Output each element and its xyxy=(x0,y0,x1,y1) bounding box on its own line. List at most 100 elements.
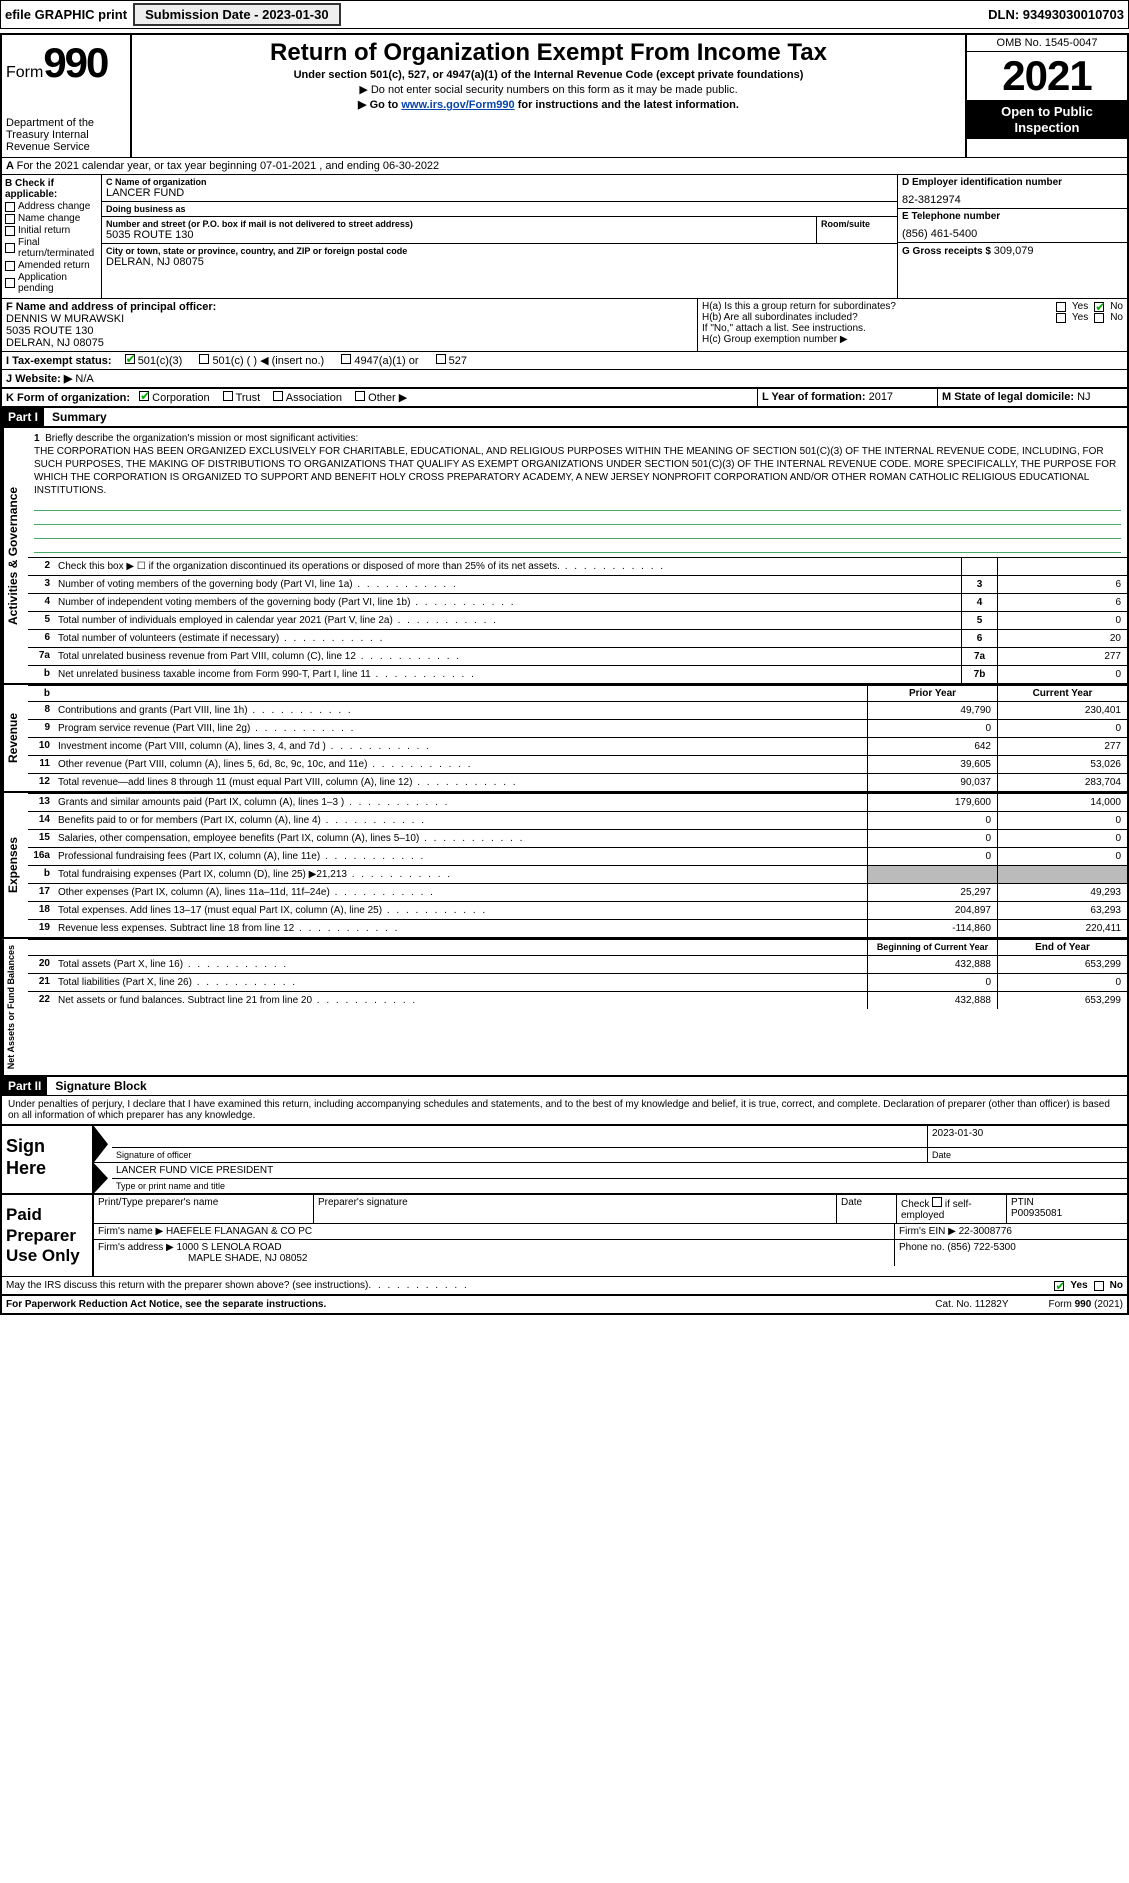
efile-label: efile GRAPHIC print xyxy=(5,7,127,22)
part-I-title: Summary xyxy=(44,408,115,426)
officer-addr2: DELRAN, NJ 08075 xyxy=(6,337,693,349)
opt-other: Other ▶ xyxy=(368,392,407,404)
section-B-checkboxes: B Check if applicable: Address change Na… xyxy=(2,175,102,298)
opt-501c3: 501(c)(3) xyxy=(138,355,183,367)
form-number: 990 xyxy=(43,39,107,86)
Hb-no: No xyxy=(1110,312,1123,323)
chk-final-return[interactable] xyxy=(5,243,15,253)
chk-527[interactable] xyxy=(436,354,446,364)
side-expenses: Expenses xyxy=(2,793,28,937)
line-10: 10Investment income (Part VIII, column (… xyxy=(28,737,1127,755)
firm-ein: 22-3008776 xyxy=(959,1226,1012,1237)
form-header: Form990 Department of the Treasury Inter… xyxy=(2,35,1127,157)
chk-assoc[interactable] xyxy=(273,391,283,401)
line-A-tax-year: A For the 2021 calendar year, or tax yea… xyxy=(2,157,1127,174)
addr-label: Number and street (or P.O. box if mail i… xyxy=(106,219,812,229)
submission-date-button[interactable]: Submission Date - 2023-01-30 xyxy=(133,3,341,26)
chk-self-employed[interactable] xyxy=(932,1197,942,1207)
B-header: B Check if applicable: xyxy=(5,178,98,200)
firm-addr1: 1000 S LENOLA ROAD xyxy=(177,1242,282,1253)
ein-value: 82-3812974 xyxy=(902,194,1123,206)
subtitle-1: Under section 501(c), 527, or 4947(a)(1)… xyxy=(138,69,959,81)
discuss-no-chk[interactable] xyxy=(1094,1281,1104,1291)
omb-number: OMB No. 1545-0047 xyxy=(967,35,1127,52)
mission-num: 1 xyxy=(34,433,40,444)
lbl-final-return: Final return/terminated xyxy=(18,237,98,259)
part-II-title: Signature Block xyxy=(47,1077,154,1095)
form-ref: Form 990 (2021) xyxy=(1049,1299,1124,1310)
goto-pre: ▶ Go to xyxy=(358,99,401,111)
I-label: I Tax-exempt status: xyxy=(6,355,112,367)
lbl-application-pending: Application pending xyxy=(18,272,98,294)
line-7a: 7aTotal unrelated business revenue from … xyxy=(28,647,1127,665)
subtitle-2: ▶ Do not enter social security numbers o… xyxy=(138,83,959,96)
chk-4947[interactable] xyxy=(341,354,351,364)
irs-link[interactable]: www.irs.gov/Form990 xyxy=(401,99,514,111)
firm-phone-label: Phone no. xyxy=(899,1242,945,1253)
dln-label: DLN: 93493030010703 xyxy=(988,7,1124,22)
chk-amended-return[interactable] xyxy=(5,261,15,271)
chk-corp[interactable] xyxy=(139,391,149,401)
officer-print-name: LANCER FUND VICE PRESIDENT xyxy=(112,1163,1127,1179)
efile-topbar: efile GRAPHIC print Submission Date - 20… xyxy=(0,0,1129,29)
Ha-yes-chk[interactable] xyxy=(1056,302,1066,312)
line-5: 5Total number of individuals employed in… xyxy=(28,611,1127,629)
firm-phone: (856) 722-5300 xyxy=(947,1242,1015,1253)
chk-initial-return[interactable] xyxy=(5,226,15,236)
discuss-yes-chk[interactable] xyxy=(1054,1281,1064,1291)
line-13: 13Grants and similar amounts paid (Part … xyxy=(28,793,1127,811)
line-15: 15Salaries, other compensation, employee… xyxy=(28,829,1127,847)
H-note: If "No," attach a list. See instructions… xyxy=(702,323,1123,334)
phone-value: (856) 461-5400 xyxy=(902,228,1123,240)
city-value: DELRAN, NJ 08075 xyxy=(106,256,893,268)
chk-address-change[interactable] xyxy=(5,202,15,212)
line-9: 9Program service revenue (Part VIII, lin… xyxy=(28,719,1127,737)
lbl-name-change: Name change xyxy=(18,213,80,224)
Ha-label: H(a) Is this a group return for subordin… xyxy=(702,301,896,312)
firm-name-label: Firm's name ▶ xyxy=(98,1226,163,1237)
line-20: 20Total assets (Part X, line 16)432,8886… xyxy=(28,955,1127,973)
officer-addr1: 5035 ROUTE 130 xyxy=(6,325,693,337)
side-revenue: Revenue xyxy=(2,685,28,791)
mission-text: THE CORPORATION HAS BEEN ORGANIZED EXCLU… xyxy=(34,446,1116,496)
Hb-no-chk[interactable] xyxy=(1094,313,1104,323)
Ha-no-chk[interactable] xyxy=(1094,302,1104,312)
ptin-label: PTIN xyxy=(1011,1197,1123,1208)
chk-trust[interactable] xyxy=(223,391,233,401)
line-18: 18Total expenses. Add lines 13–17 (must … xyxy=(28,901,1127,919)
section-M: M State of legal domicile: NJ xyxy=(937,388,1127,406)
gross-receipts: 309,079 xyxy=(994,245,1034,257)
dept-treasury: Department of the Treasury Internal Reve… xyxy=(6,117,126,153)
chk-application-pending[interactable] xyxy=(5,278,15,288)
pra-notice: For Paperwork Reduction Act Notice, see … xyxy=(6,1299,326,1310)
D-label: D Employer identification number xyxy=(902,177,1123,188)
form-title: Return of Organization Exempt From Incom… xyxy=(138,39,959,67)
section-J: J Website: ▶ N/A xyxy=(2,369,1127,387)
K-label: K Form of organization: xyxy=(6,392,130,404)
section-L: L Year of formation: 2017 xyxy=(757,388,937,406)
room-label: Room/suite xyxy=(821,219,893,229)
chk-other[interactable] xyxy=(355,391,365,401)
chk-name-change[interactable] xyxy=(5,214,15,224)
side-governance: Activities & Governance xyxy=(2,428,28,683)
form-prefix: Form xyxy=(6,64,43,81)
hdr-beg-year: Beginning of Current Year xyxy=(867,940,997,955)
prep-check-label: Check xyxy=(901,1199,929,1210)
dba-label: Doing business as xyxy=(106,204,893,214)
city-label: City or town, state or province, country… xyxy=(106,246,893,256)
chk-501c[interactable] xyxy=(199,354,209,364)
line-b: bNet unrelated business taxable income f… xyxy=(28,665,1127,683)
paid-preparer-label: Paid Preparer Use Only xyxy=(2,1195,92,1276)
chk-501c3[interactable] xyxy=(125,354,135,364)
Hb-yes-chk[interactable] xyxy=(1056,313,1066,323)
prep-sig-label: Preparer's signature xyxy=(314,1195,837,1223)
org-name: LANCER FUND xyxy=(106,187,893,199)
lbl-address-change: Address change xyxy=(18,201,90,212)
line-2: 2Check this box ▶ ☐ if the organization … xyxy=(28,557,1127,575)
section-H: H(a) Is this a group return for subordin… xyxy=(697,299,1127,351)
M-label: M State of legal domicile: xyxy=(942,391,1074,403)
opt-527: 527 xyxy=(449,355,467,367)
sig-arrow-icon xyxy=(94,1126,108,1162)
Hb-yes: Yes xyxy=(1072,312,1088,323)
discuss-yes: Yes xyxy=(1070,1280,1087,1291)
